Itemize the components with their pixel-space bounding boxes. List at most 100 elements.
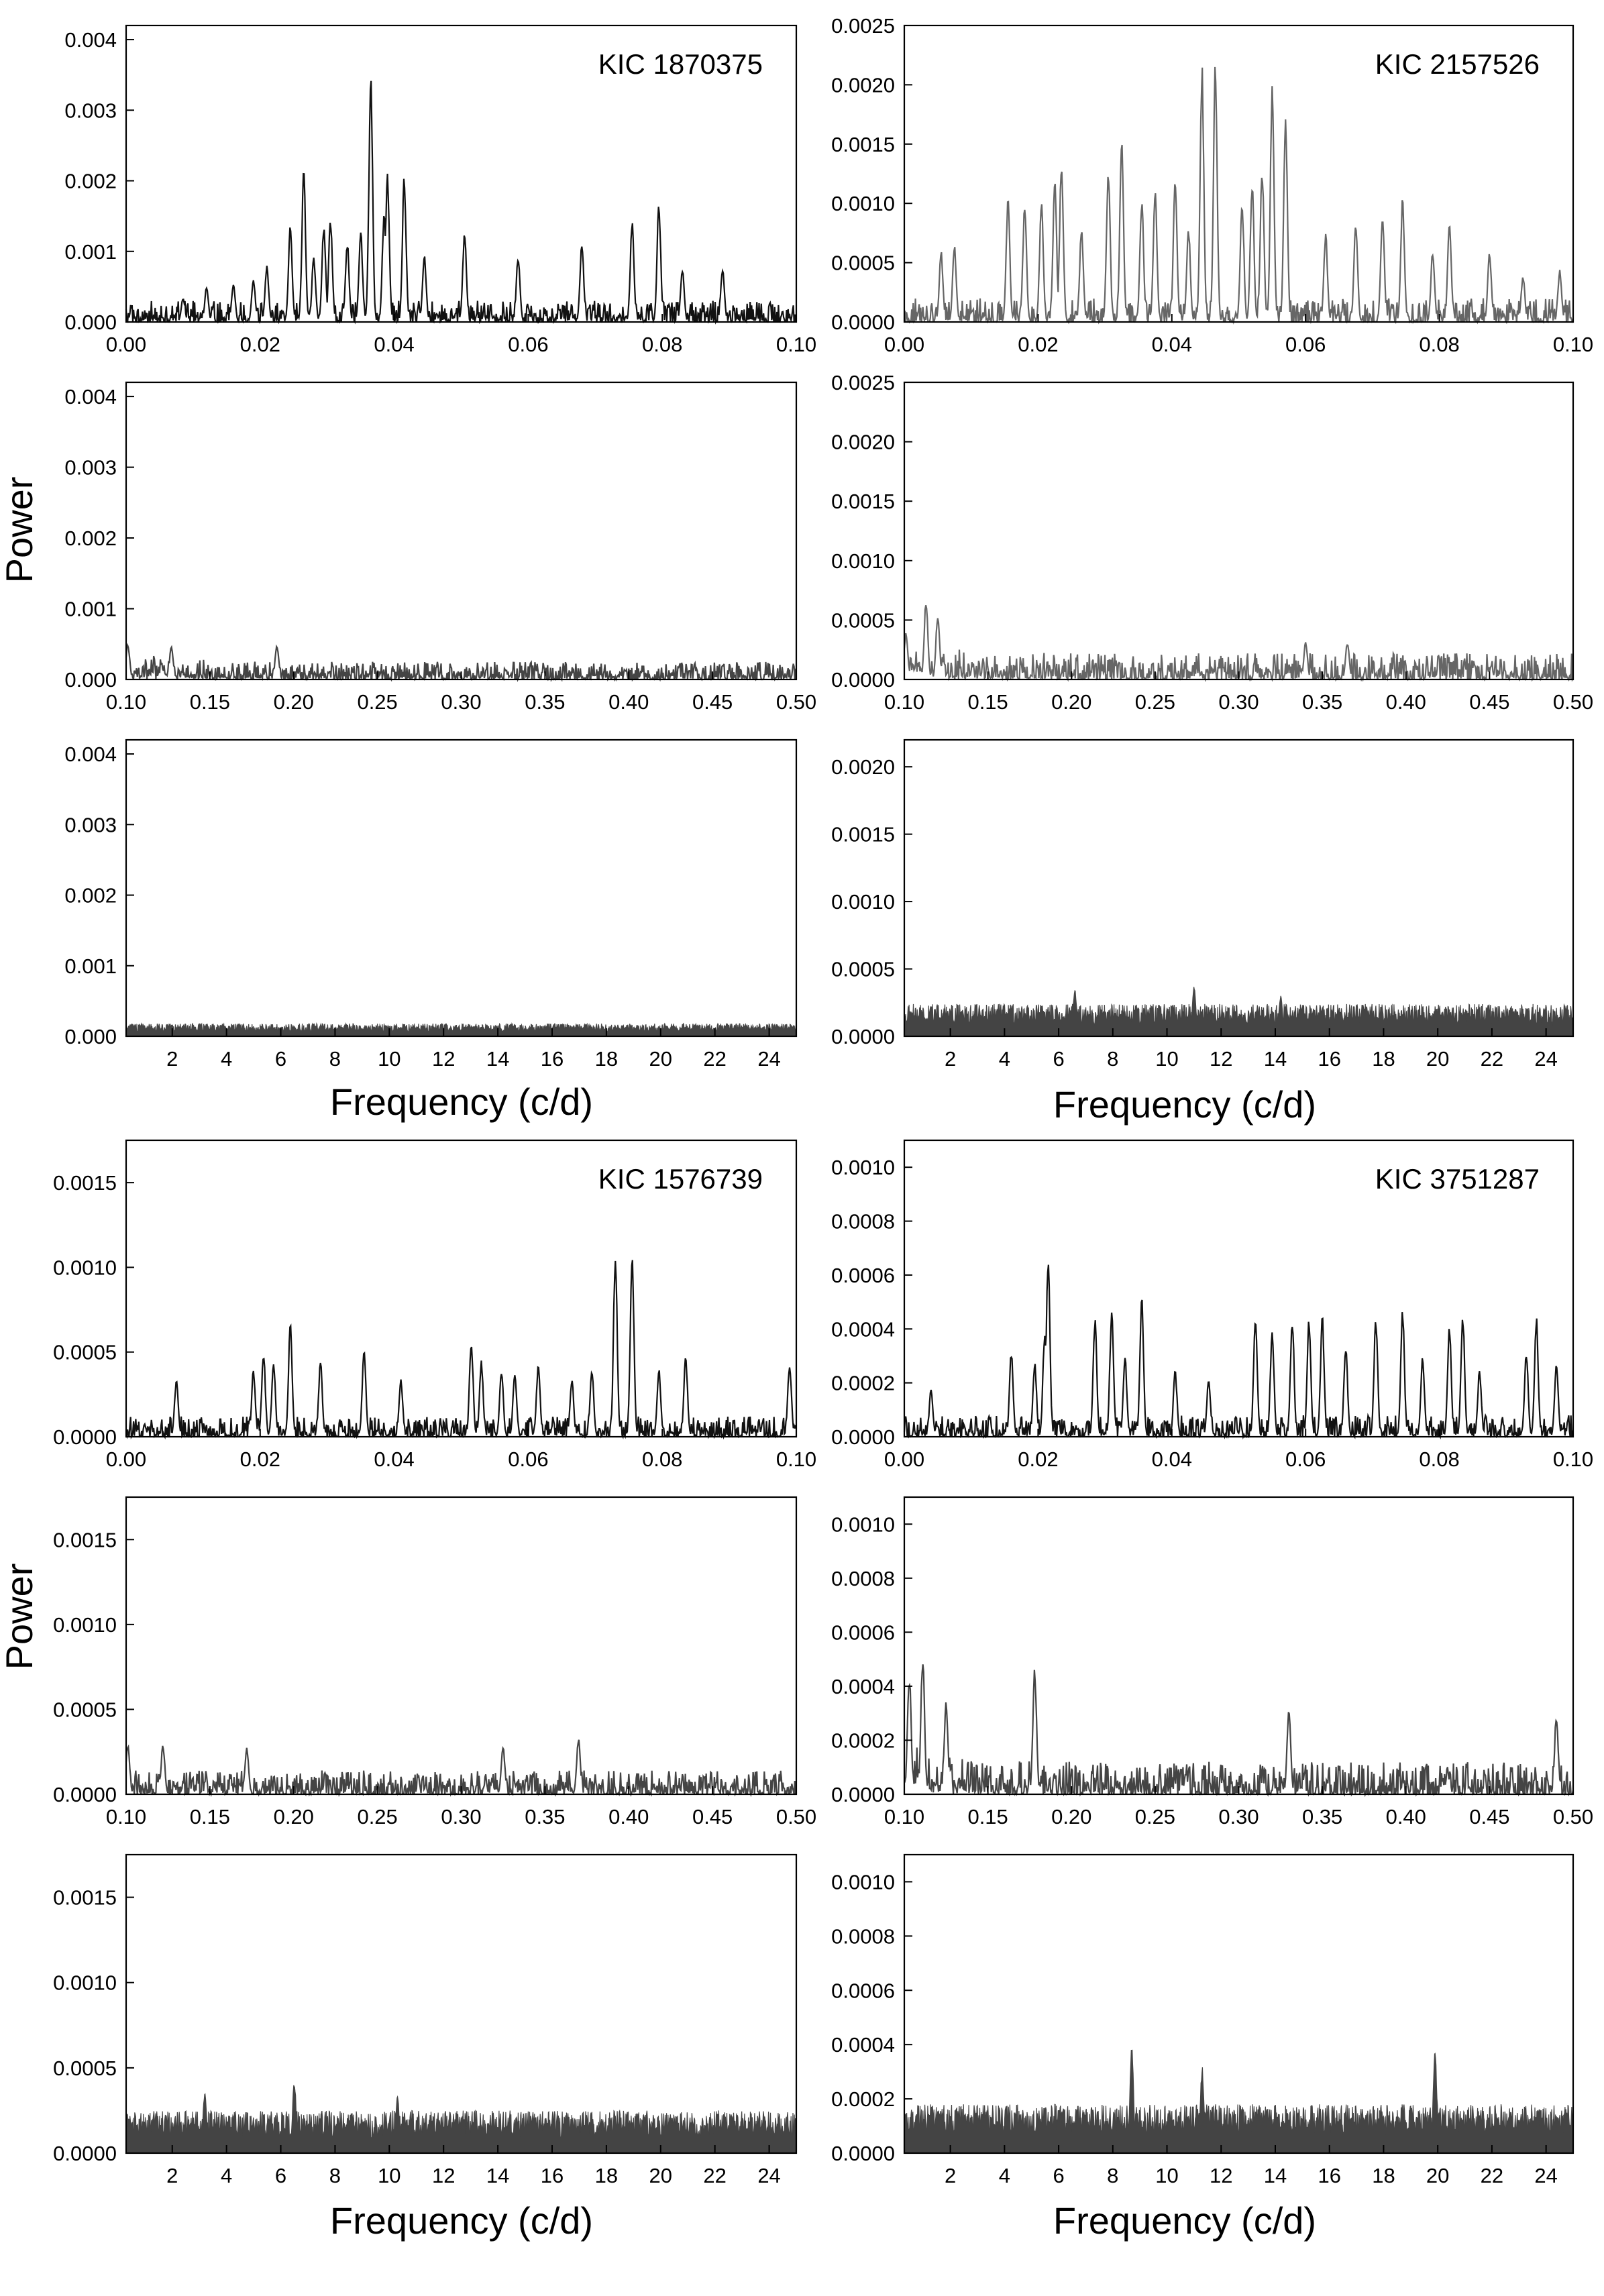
x-tick-label: 2 <box>166 2164 178 2187</box>
x-tick-label: 18 <box>595 2164 618 2187</box>
x-tick-label: 0.30 <box>1218 690 1259 714</box>
x-tick-label: 0.20 <box>274 1805 314 1828</box>
x-tick-label: 10 <box>378 1047 400 1071</box>
panel-1870375-low: 0.00 0.02 0.04 0.06 0.08 0.10 0.000 0.001 0.002 0… <box>64 24 816 356</box>
x-tick-label: 0.10 <box>776 1447 816 1471</box>
y-tick-label: 0.0025 <box>831 371 895 394</box>
x-tick-label: 14 <box>486 2164 509 2187</box>
x-tick-label: 0.02 <box>1018 1447 1058 1471</box>
y-tick-label: 0.0020 <box>831 755 895 779</box>
x-axis-title: Frequency (c/d) <box>330 1081 593 1123</box>
y-tick-label: 0.0005 <box>831 958 895 981</box>
y-tick-label: 0.0010 <box>831 192 895 215</box>
y-tick-label: 0.0015 <box>53 1886 117 1910</box>
x-tick-label: 0.06 <box>1285 333 1326 356</box>
y-tick-label: 0.002 <box>64 884 117 908</box>
x-tick-label: 20 <box>1426 1047 1449 1071</box>
series-1576739-mid <box>125 1739 797 1798</box>
x-tick-label: 0.08 <box>642 333 682 356</box>
y-tick-label: 0.0000 <box>53 1783 117 1806</box>
plot-frame <box>903 1496 1574 1796</box>
x-tick-label: 8 <box>329 2164 341 2187</box>
star-id-label: KIC 1870375 <box>598 48 763 80</box>
y-tick-label: 0.0015 <box>53 1528 117 1551</box>
x-tick-label: 20 <box>1426 2164 1449 2187</box>
y-tick-label: 0.0008 <box>831 1210 895 1234</box>
x-tick-label: 6 <box>275 1047 286 1071</box>
y-tick-label: 0.0002 <box>831 2087 895 2111</box>
x-tick-label: 4 <box>999 2164 1010 2187</box>
series-1870375-high <box>125 1022 797 1037</box>
y-tick-label: 0.0010 <box>831 890 895 914</box>
y-tick-label: 0.002 <box>64 527 117 550</box>
x-tick-label: 2 <box>945 2164 956 2187</box>
plot-frame <box>125 739 798 1038</box>
y-tick-label: 0.0000 <box>831 311 895 334</box>
y-tick-label: 0.0006 <box>831 1979 895 2002</box>
x-tick-label: 0.02 <box>1018 333 1058 356</box>
x-tick-label: 0.04 <box>374 1447 414 1471</box>
y-tick-label: 0.0006 <box>831 1621 895 1644</box>
x-tick-label: 10 <box>1155 2164 1178 2187</box>
series-1576739-low <box>125 1260 798 1440</box>
panel-3751287-mid: 0.10 0.15 0.20 0.25 0.30 0.35 0.40 0.45 0.50 0.00… <box>831 1496 1593 1828</box>
x-tick-label: 8 <box>1107 1047 1118 1071</box>
y-axis-title: Power <box>0 1564 40 1670</box>
y-tick-label: 0.0010 <box>53 1971 117 1995</box>
panel-2157526-high: 2 4 6 8 10 12 14 16 18 20 22 240.00000.00050.00100.… <box>831 739 1574 1071</box>
plot-frame <box>903 381 1574 681</box>
x-axis-title: Frequency (c/d) <box>1053 1083 1316 1126</box>
x-tick-label: 0.02 <box>240 333 280 356</box>
x-tick-label: 0.00 <box>884 333 924 356</box>
panel-1576739-high: 2 4 6 8 10 12 14 16 18 20 22 240.00000.00050.00100.… <box>53 1853 798 2187</box>
x-tick-label: 24 <box>1534 1047 1557 1071</box>
y-tick-label: 0.0020 <box>831 73 895 97</box>
series-1870375-low <box>125 80 798 325</box>
y-tick-label: 0.0015 <box>831 490 895 513</box>
x-tick-label: 2 <box>945 1047 956 1071</box>
x-tick-label: 0.00 <box>106 333 146 356</box>
x-tick-label: 14 <box>486 1047 509 1071</box>
y-tick-label: 0.0010 <box>831 1870 895 1894</box>
x-tick-label: 0.00 <box>884 1447 924 1471</box>
x-tick-label: 0.04 <box>374 333 414 356</box>
y-tick-label: 0.0000 <box>831 1025 895 1048</box>
series-2157526-low <box>903 66 1574 325</box>
x-tick-label: 14 <box>1264 2164 1287 2187</box>
y-tick-label: 0.0000 <box>831 2142 895 2165</box>
x-tick-label: 0.10 <box>106 1805 146 1828</box>
x-tick-label: 16 <box>541 2164 564 2187</box>
y-tick-label: 0.003 <box>64 99 117 122</box>
y-tick-label: 0.0015 <box>831 823 895 846</box>
plot-frame <box>125 381 798 681</box>
x-tick-label: 10 <box>378 2164 400 2187</box>
x-tick-label: 0.35 <box>1302 690 1342 714</box>
x-tick-label: 0.45 <box>692 690 733 714</box>
x-tick-label: 0.20 <box>1051 690 1091 714</box>
x-tick-label: 22 <box>703 1047 726 1071</box>
panel-1870375-mid: 0.10 0.15 0.20 0.25 0.30 0.35 0.40 0.45 0.50 0.00… <box>64 381 816 714</box>
y-tick-label: 0.0020 <box>831 431 895 454</box>
x-tick-label: 0.00 <box>106 1447 146 1471</box>
y-tick-label: 0.0002 <box>831 1729 895 1752</box>
x-tick-label: 18 <box>595 1047 618 1071</box>
x-tick-label: 10 <box>1155 1047 1178 1071</box>
x-tick-label: 0.10 <box>884 690 924 714</box>
x-tick-label: 0.06 <box>508 333 548 356</box>
x-tick-label: 0.50 <box>776 1805 816 1828</box>
y-tick-label: 0.0015 <box>53 1171 117 1195</box>
x-tick-label: 0.35 <box>525 1805 565 1828</box>
y-tick-label: 0.0005 <box>53 1698 117 1721</box>
y-tick-label: 0.0000 <box>831 1425 895 1449</box>
x-tick-label: 18 <box>1372 2164 1395 2187</box>
x-tick-label: 4 <box>221 1047 232 1071</box>
x-tick-label: 0.06 <box>508 1447 548 1471</box>
x-tick-label: 4 <box>999 1047 1010 1071</box>
x-tick-label: 16 <box>1318 2164 1340 2187</box>
x-tick-label: 0.35 <box>1302 1805 1342 1828</box>
plot-frame <box>125 1853 798 2154</box>
plot-frame <box>903 1853 1574 2154</box>
x-tick-label: 8 <box>329 1047 341 1071</box>
x-tick-label: 12 <box>432 2164 455 2187</box>
